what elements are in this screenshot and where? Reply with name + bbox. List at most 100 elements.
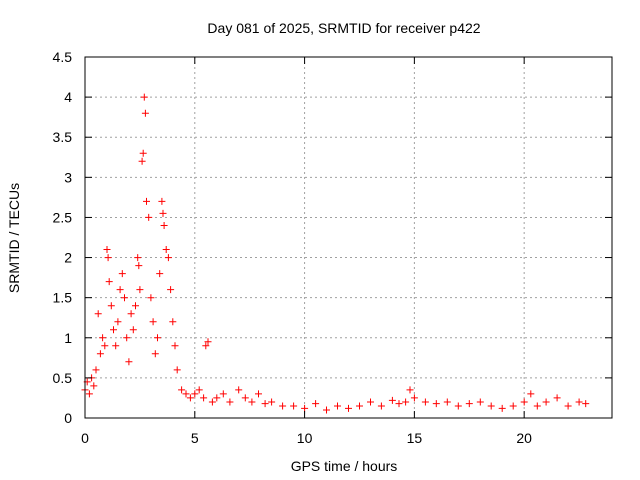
data-point [290, 402, 298, 410]
y-axis-label: SRMTID / TECUs [6, 183, 22, 293]
data-point [402, 398, 410, 406]
data-point [312, 400, 320, 408]
y-tick-label: 3 [64, 169, 72, 185]
y-tick-label: 4 [64, 89, 72, 105]
data-point [178, 386, 186, 394]
data-point [99, 334, 107, 342]
data-point [134, 254, 142, 262]
data-point [96, 350, 104, 358]
y-tick-label: 2 [64, 250, 72, 266]
data-point [167, 286, 175, 294]
y-tick-label: 4.5 [53, 49, 73, 65]
data-point [92, 366, 100, 374]
data-point [432, 400, 440, 408]
data-point [135, 262, 143, 270]
data-point [542, 398, 550, 406]
data-point [139, 149, 147, 157]
data-point [527, 390, 535, 398]
data-point [204, 338, 212, 346]
data-point [520, 398, 528, 406]
data-points [81, 93, 590, 414]
data-point [160, 222, 168, 229]
data-point [487, 402, 495, 410]
data-point [116, 286, 124, 294]
y-tick-label: 1 [64, 330, 72, 346]
data-point [465, 400, 473, 408]
data-point [575, 398, 583, 406]
data-point [454, 402, 462, 410]
data-point [121, 294, 128, 302]
data-point [147, 294, 155, 302]
data-point [323, 406, 330, 414]
grid [85, 57, 612, 418]
data-point [334, 402, 341, 410]
data-point [406, 386, 414, 394]
data-point [169, 318, 177, 326]
data-point [141, 109, 149, 117]
data-point [195, 386, 203, 394]
data-point [268, 398, 276, 406]
data-point [200, 394, 208, 402]
axis-ticks: 0 0.5 1 1.5 2 2.5 3 3.5 4 4.5 0 5 10 15 20 [53, 49, 612, 446]
data-point [248, 398, 256, 406]
data-point [164, 254, 172, 262]
data-point [421, 398, 429, 406]
data-point [129, 326, 137, 334]
data-point [564, 402, 572, 410]
data-point [226, 398, 234, 406]
data-point [140, 93, 148, 101]
data-point [90, 382, 98, 390]
data-point [498, 404, 506, 412]
data-point [410, 394, 418, 402]
y-tick-label: 2.5 [53, 209, 73, 225]
x-tick-label: 15 [407, 430, 423, 446]
data-point [345, 404, 352, 412]
data-point [182, 390, 190, 398]
x-tick-label: 0 [81, 430, 89, 446]
x-tick-label: 5 [191, 430, 199, 446]
data-point [104, 254, 112, 262]
data-point [105, 278, 113, 286]
data-point [235, 386, 243, 394]
data-point [151, 350, 159, 358]
data-point [388, 396, 396, 404]
data-point [138, 157, 146, 165]
x-tick-label: 20 [516, 430, 532, 446]
data-point [145, 213, 153, 221]
data-point [202, 342, 210, 350]
data-point [154, 334, 161, 342]
data-point [356, 402, 363, 410]
data-point [367, 398, 374, 406]
data-point [156, 270, 164, 278]
data-point [114, 318, 122, 326]
data-point [162, 246, 170, 253]
data-point [509, 402, 517, 410]
x-tick-label: 10 [297, 430, 313, 446]
y-tick-label: 0 [64, 410, 72, 426]
data-point [395, 400, 403, 408]
y-tick-label: 1.5 [53, 290, 73, 306]
data-point [149, 318, 157, 326]
data-point [213, 394, 221, 402]
plot-frame [84, 56, 613, 419]
data-point [173, 366, 181, 374]
data-point [85, 390, 93, 398]
y-tick-label: 0.5 [53, 370, 73, 386]
data-point [103, 246, 111, 253]
data-point [171, 342, 179, 350]
data-point [158, 197, 166, 205]
chart-title: Day 081 of 2025, SRMTID for receiver p42… [207, 20, 480, 36]
data-point [186, 394, 194, 402]
data-point [443, 398, 451, 406]
data-point [255, 390, 262, 398]
data-point [107, 302, 115, 310]
data-point [582, 400, 590, 408]
data-point [123, 334, 131, 342]
data-point [301, 404, 309, 412]
data-point [241, 394, 249, 402]
data-point [118, 270, 126, 278]
data-point [110, 326, 117, 334]
data-point [208, 398, 216, 406]
data-point [127, 310, 135, 318]
